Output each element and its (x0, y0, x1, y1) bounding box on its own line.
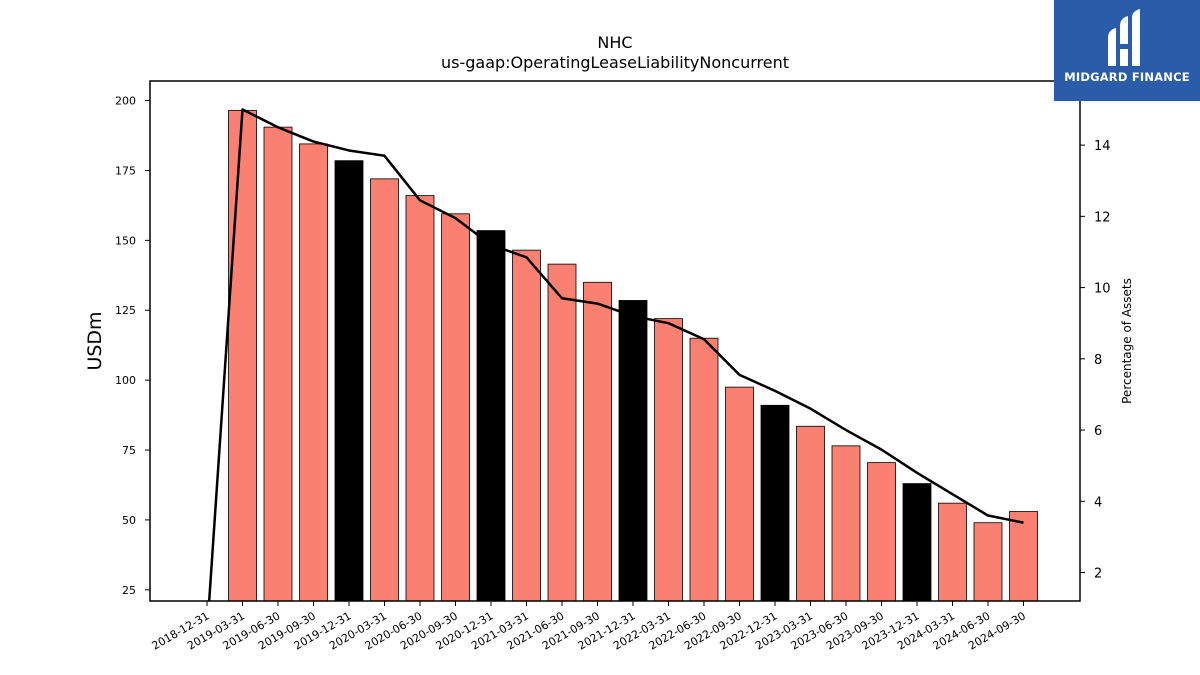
y2-tick-label: 6 (1094, 424, 1102, 439)
midgard-logo-icon (1108, 9, 1140, 66)
bar-2019-09-30 (299, 143, 328, 602)
y-tick-label: 100 (115, 374, 136, 387)
y2-axis-label: Percentage of Assets (1120, 278, 1134, 404)
right-axis: 2 4 6 8 10 12 14 (1080, 139, 1111, 582)
y2-tick-label: 10 (1094, 282, 1111, 297)
bar-2024-06-30 (973, 522, 1003, 602)
percentage-of-assets-line (207, 108, 1024, 601)
bar-2022-12-31 (760, 404, 790, 602)
chart-subtitle: us-gaap:OperatingLeaseLiabilityNoncurren… (441, 53, 789, 72)
bar-2021-03-31 (512, 249, 541, 602)
bar-2023-06-30 (831, 445, 861, 602)
bar-2021-12-31 (618, 300, 648, 602)
y-axis-label: USDm (84, 311, 106, 370)
y-tick-label: 175 (115, 164, 136, 177)
bar-2021-09-30 (583, 281, 612, 602)
chart-title: NHC (597, 33, 632, 52)
logo-text: MIDGARD FINANCE (1064, 70, 1190, 84)
plot-frame (149, 80, 1081, 602)
bar-2023-03-31 (796, 425, 825, 602)
bar-2020-06-30 (405, 195, 435, 602)
y2-tick-label: 12 (1094, 210, 1111, 225)
bar-2020-12-31 (476, 230, 506, 602)
bar-2024-03-31 (938, 502, 967, 602)
bar-2019-12-31 (334, 160, 364, 602)
bar-2023-12-31 (902, 483, 932, 602)
bar-group (228, 109, 1038, 602)
x-axis: 2018-12-312019-03-312019-06-302019-09-30… (150, 601, 1028, 653)
bar-2022-06-30 (689, 337, 719, 602)
left-axis: 25 50 75 100 125 150 175 200 (115, 95, 150, 597)
midgard-finance-logo: MIDGARD FINANCE (1054, 0, 1200, 101)
y2-tick-label: 4 (1094, 495, 1102, 510)
bar-2022-03-31 (654, 318, 683, 602)
y-tick-label: 50 (122, 514, 136, 527)
y-tick-label: 125 (115, 304, 136, 317)
bar-2019-03-31 (228, 109, 257, 602)
bar-2023-09-30 (867, 462, 896, 602)
y-tick-label: 75 (122, 444, 136, 457)
bar-2024-09-30 (1009, 511, 1038, 602)
y2-tick-label: 8 (1094, 353, 1102, 368)
y-tick-label: 25 (122, 584, 136, 597)
bar-2021-06-30 (547, 263, 577, 602)
bar-2020-09-30 (441, 213, 470, 602)
y-tick-label: 150 (115, 234, 136, 247)
y2-tick-label: 2 (1094, 567, 1102, 582)
bar-2020-03-31 (370, 178, 399, 602)
y2-tick-label: 14 (1094, 139, 1111, 154)
y-tick-label: 200 (115, 95, 136, 108)
bar-2022-09-30 (725, 386, 754, 602)
bar-2019-06-30 (263, 126, 293, 602)
